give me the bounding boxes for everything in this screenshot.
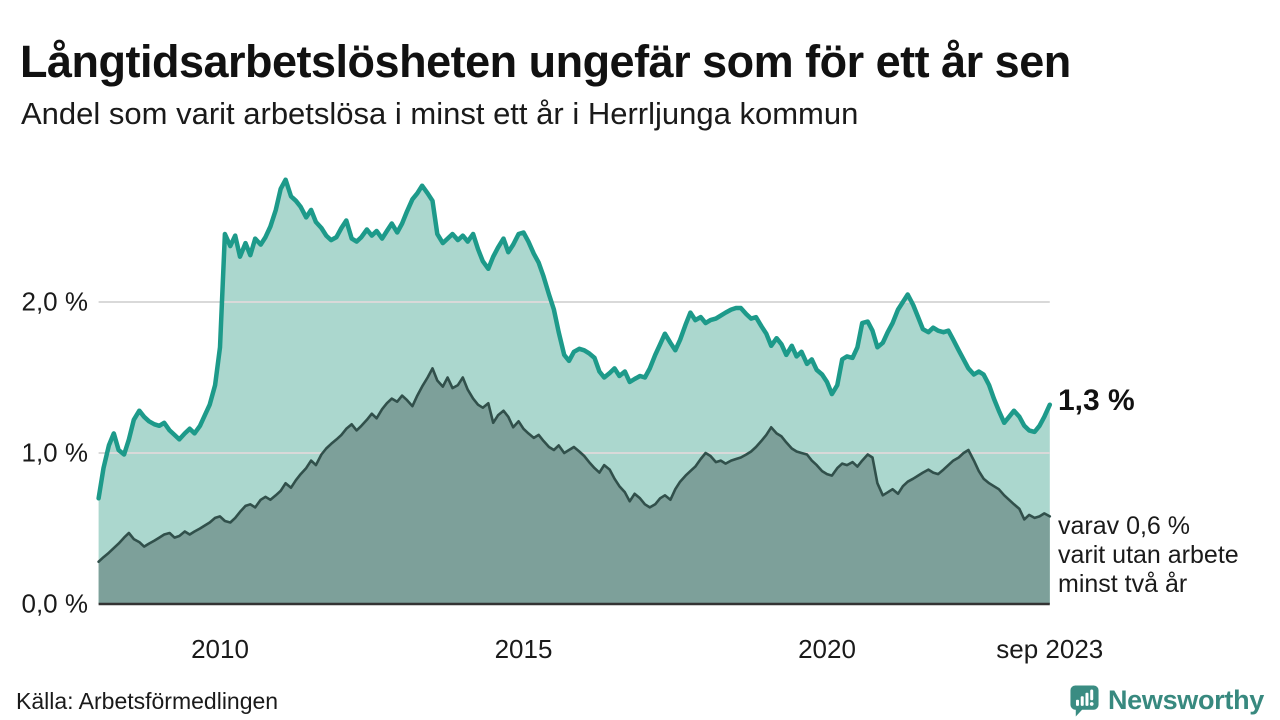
newsworthy-logo: Newsworthy xyxy=(1069,684,1264,717)
annotation-line-2: varit utan arbete xyxy=(1058,541,1239,569)
x-axis-tick-sep-2023: sep 2023 xyxy=(996,634,1104,664)
chart-subtitle: Andel som varit arbetslösa i minst ett å… xyxy=(21,96,859,131)
y-axis-tick-2: 2,0 % xyxy=(21,286,89,317)
newsworthy-speech-bubble-icon xyxy=(1070,685,1099,717)
series-end-value-label: 1,3 % xyxy=(1058,384,1135,417)
annotation-line-1: varav 0,6 % xyxy=(1058,512,1191,540)
x-axis-tick-2015: 2015 xyxy=(494,634,553,664)
annotation-line-3: minst två år xyxy=(1058,570,1188,598)
y-axis-tick-1: 1,0 % xyxy=(21,437,89,468)
y-axis-tick-0: 0,0 % xyxy=(21,588,89,619)
secondary-series-annotation: varav 0,6 % varit utan arbete minst två … xyxy=(1058,512,1239,599)
newsworthy-wordmark: Newsworthy xyxy=(1107,685,1264,715)
x-axis-tick-2010: 2010 xyxy=(191,634,249,664)
source-attribution: Källa: Arbetsförmedlingen xyxy=(16,688,279,714)
page-title: Långtidsarbetslösheten ungefär som för e… xyxy=(20,36,1071,88)
x-axis-tick-2020: 2020 xyxy=(798,634,856,664)
